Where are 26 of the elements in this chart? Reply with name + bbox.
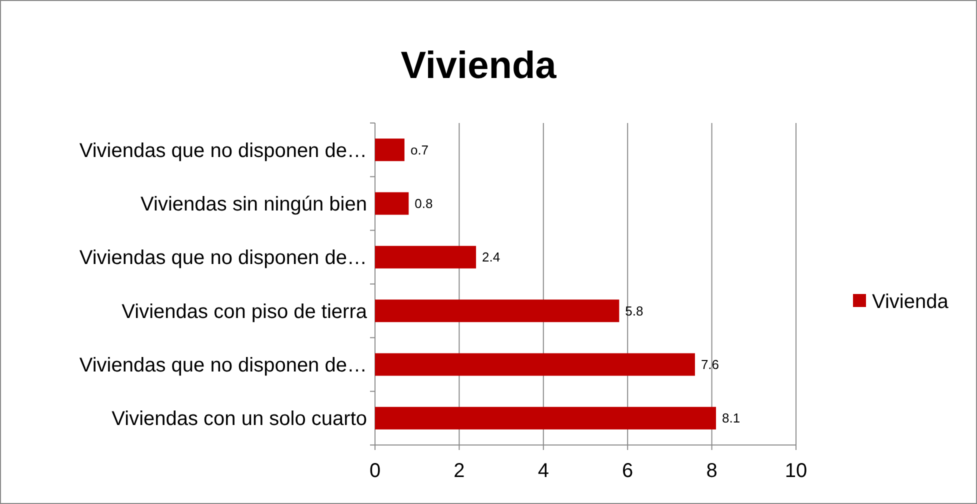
bar: [375, 246, 476, 268]
x-tick-label: 6: [622, 460, 634, 482]
y-tick-label: Viviendas con un solo cuarto: [112, 408, 367, 430]
y-tick-label: Viviendas con piso de tierra: [122, 300, 368, 323]
x-tick-label: 0: [369, 460, 381, 482]
bar: [375, 406, 716, 430]
data-label: 5.8: [625, 303, 644, 318]
data-label: 7.6: [700, 357, 720, 372]
y-tick-label: Viviendas que no disponen de…: [79, 140, 367, 162]
x-tick-label: 2: [454, 460, 465, 482]
data-label: 0.8: [414, 196, 433, 212]
x-tick-label: 8: [706, 460, 718, 482]
bar: [375, 353, 695, 376]
x-tick-label: 10: [784, 460, 808, 482]
bar: [375, 138, 404, 162]
y-tick-label: Viviendas que no disponen de…: [79, 354, 367, 376]
y-tick-label: Viviendas sin ningún bien: [140, 194, 367, 216]
bar: [375, 300, 620, 322]
data-label: o.7: [410, 142, 429, 158]
legend-label: Vivienda: [872, 291, 950, 313]
chart-title: Vivienda: [400, 45, 558, 87]
y-tick-label: Viviendas que no disponen de…: [79, 247, 367, 270]
data-label: 8.1: [722, 410, 740, 426]
bar: [375, 192, 409, 215]
data-label: 2.4: [482, 250, 500, 265]
x-tick-label: 4: [538, 460, 549, 482]
